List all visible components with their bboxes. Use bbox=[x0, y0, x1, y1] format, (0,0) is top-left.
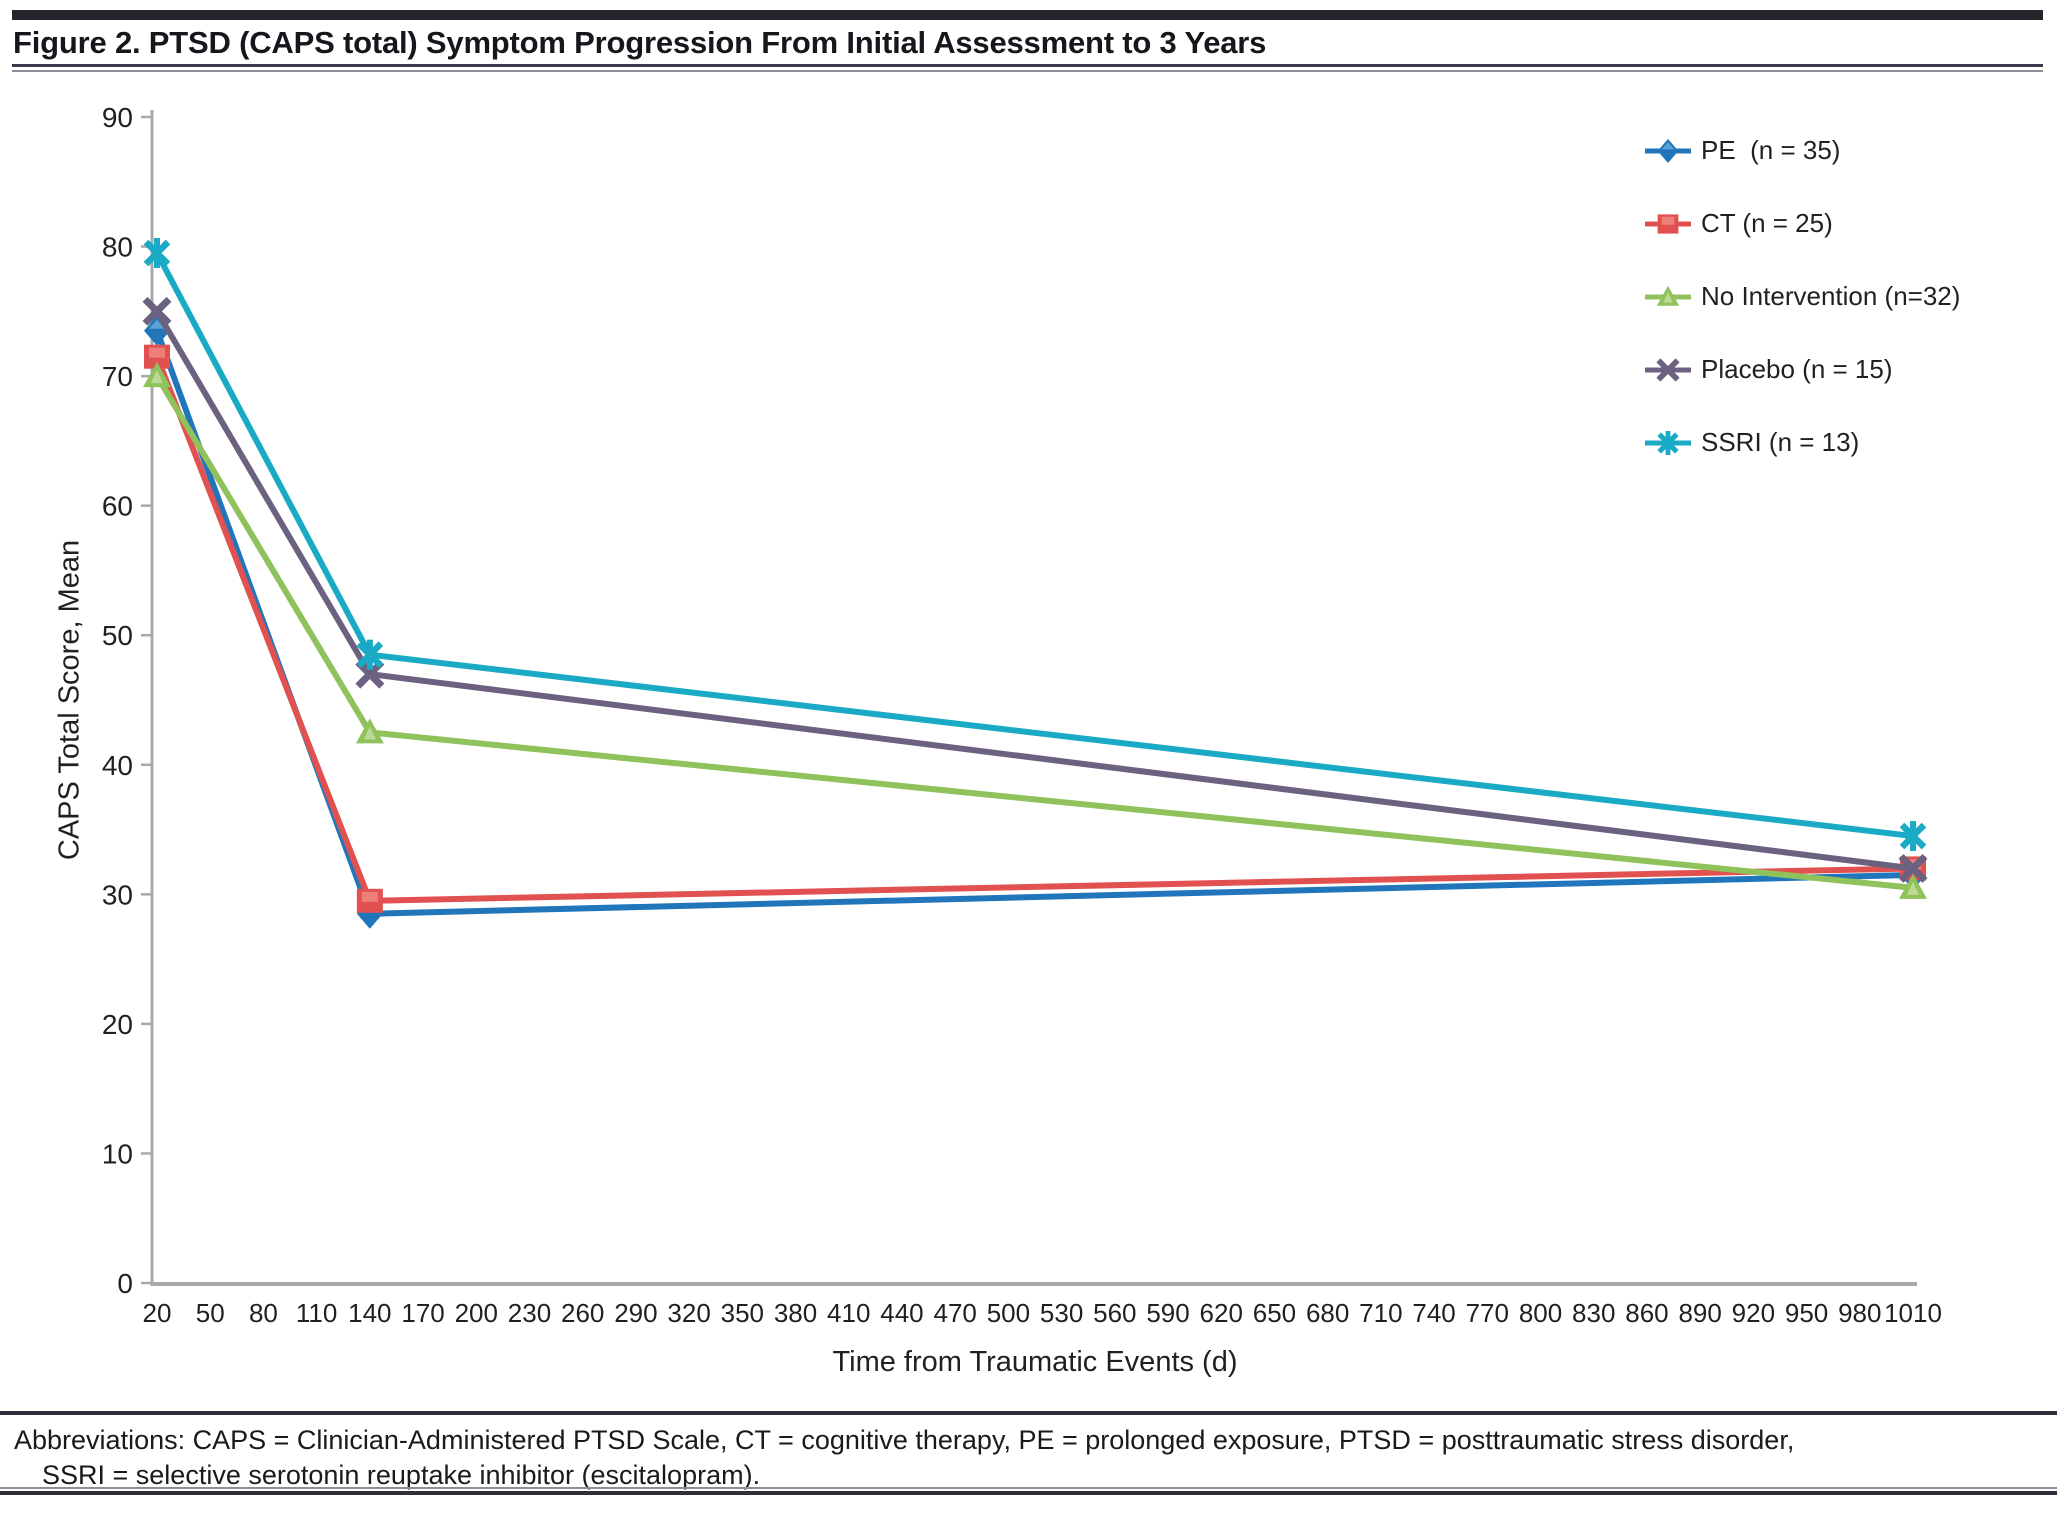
legend-glyph-ct bbox=[1657, 213, 1679, 234]
marker-placebo-20 bbox=[142, 296, 172, 326]
legend-item-no-intervention: No Intervention (n=32) bbox=[1645, 260, 1960, 333]
x-tick-label-470: 470 bbox=[933, 1298, 976, 1328]
chart-legend: PE (n = 35) CT (n = 25) No Intervention (n… bbox=[1645, 114, 1960, 479]
y-tick-label-90: 90 bbox=[102, 102, 133, 133]
y-axis-title: CAPS Total Score, Mean bbox=[53, 539, 86, 861]
marker-no-intervention-140 bbox=[355, 718, 384, 744]
x-tick-label-650: 650 bbox=[1253, 1298, 1296, 1328]
legend-label-no-intervention: No Intervention (n=32) bbox=[1701, 281, 1961, 311]
x-tick-label-140: 140 bbox=[348, 1298, 391, 1328]
marker-ct-140 bbox=[356, 888, 383, 913]
x-tick-label-530: 530 bbox=[1040, 1298, 1083, 1328]
legend-marker-placebo-icon bbox=[1645, 357, 1691, 382]
line-chart: 0 10 20 30 40 50 60 70 80 90 20 50 80 110 140 170 200 230… bbox=[102, 102, 1942, 1328]
legend-label-placebo: Placebo (n = 15) bbox=[1701, 354, 1893, 384]
x-tick-label-320: 320 bbox=[667, 1298, 710, 1328]
legend-item-ssri: SSRI (n = 13) bbox=[1645, 406, 1960, 479]
x-tick-label-170: 170 bbox=[401, 1298, 444, 1328]
marker-placebo-1010 bbox=[1898, 853, 1928, 883]
x-tick-label-860: 860 bbox=[1625, 1298, 1668, 1328]
x-tick-label-500: 500 bbox=[987, 1298, 1030, 1328]
legend-item-ct: CT (n = 25) bbox=[1645, 187, 1960, 260]
title-rule-thick bbox=[12, 64, 2043, 67]
marker-no-intervention-1010 bbox=[1899, 873, 1927, 899]
legend-item-placebo: Placebo (n = 15) bbox=[1645, 333, 1960, 406]
legend-marker-ct-icon bbox=[1645, 213, 1691, 234]
y-tick-label-20: 20 bbox=[102, 1009, 133, 1040]
legend-label-pe: PE (n = 35) bbox=[1701, 135, 1841, 165]
legend-glyph-ssri bbox=[1657, 430, 1679, 455]
x-tick-label-230: 230 bbox=[508, 1298, 551, 1328]
marker-ssri-20 bbox=[143, 238, 171, 269]
footnote-rule-top bbox=[0, 1411, 2057, 1415]
legend-glyph-no-intervention bbox=[1656, 285, 1680, 306]
legend-label-ssri: SSRI (n = 13) bbox=[1701, 427, 1860, 457]
x-tick-label-710: 710 bbox=[1359, 1298, 1402, 1328]
title-rule-thin bbox=[12, 70, 2043, 72]
y-tick-label-70: 70 bbox=[102, 361, 133, 392]
legend-marker-pe-icon bbox=[1645, 138, 1691, 163]
y-tick-label-50: 50 bbox=[102, 620, 133, 651]
legend-marker-no-intervention-icon bbox=[1645, 285, 1691, 306]
x-tick-label-50: 50 bbox=[196, 1298, 225, 1328]
footnote-line-2: SSRI = selective serotonin reuptake inhi… bbox=[42, 1460, 761, 1490]
legend-label-ct: CT (n = 25) bbox=[1701, 208, 1833, 238]
marker-ssri-1010 bbox=[1899, 821, 1927, 852]
x-tick-label-920: 920 bbox=[1732, 1298, 1775, 1328]
x-tick-label-770: 770 bbox=[1466, 1298, 1509, 1328]
top-rule bbox=[12, 10, 2043, 20]
legend-item-pe: PE (n = 35) bbox=[1645, 114, 1960, 187]
x-tick-label-440: 440 bbox=[880, 1298, 923, 1328]
x-tick-label-20: 20 bbox=[143, 1298, 172, 1328]
x-tick-label-590: 590 bbox=[1146, 1298, 1189, 1328]
x-tick-label-1010: 1010 bbox=[1884, 1298, 1942, 1328]
y-tick-label-0: 0 bbox=[117, 1268, 133, 1299]
x-tick-label-290: 290 bbox=[614, 1298, 657, 1328]
x-tick-label-410: 410 bbox=[827, 1298, 870, 1328]
x-tick-label-890: 890 bbox=[1678, 1298, 1721, 1328]
y-tick-label-40: 40 bbox=[102, 750, 133, 781]
x-tick-label-380: 380 bbox=[774, 1298, 817, 1328]
x-tick-label-80: 80 bbox=[249, 1298, 278, 1328]
x-tick-label-800: 800 bbox=[1519, 1298, 1562, 1328]
x-tick-label-680: 680 bbox=[1306, 1298, 1349, 1328]
x-tick-label-950: 950 bbox=[1785, 1298, 1828, 1328]
marker-ssri-140 bbox=[356, 639, 384, 670]
marker-no-intervention-20 bbox=[143, 362, 171, 388]
y-tick-label-60: 60 bbox=[102, 491, 133, 522]
x-tick-label-200: 200 bbox=[455, 1298, 498, 1328]
legend-marker-ssri-icon bbox=[1645, 430, 1691, 455]
x-tick-label-260: 260 bbox=[561, 1298, 604, 1328]
footnote-line-1: Abbreviations: CAPS = Clinician-Administ… bbox=[14, 1425, 1795, 1455]
y-tick-label-10: 10 bbox=[102, 1138, 133, 1169]
x-tick-label-740: 740 bbox=[1412, 1298, 1455, 1328]
legend-glyph-placebo bbox=[1656, 357, 1680, 382]
footnote-rule-bottom-thick bbox=[0, 1491, 2057, 1495]
x-tick-label-620: 620 bbox=[1200, 1298, 1243, 1328]
x-tick-label-350: 350 bbox=[721, 1298, 764, 1328]
footnote-rule-bottom-thin bbox=[0, 1487, 2057, 1489]
x-tick-label-980: 980 bbox=[1838, 1298, 1881, 1328]
x-axis-title: Time from Traumatic Events (d) bbox=[832, 1346, 1238, 1378]
legend-glyph-pe bbox=[1657, 138, 1679, 163]
x-tick-label-560: 560 bbox=[1093, 1298, 1136, 1328]
y-tick-label-30: 30 bbox=[102, 879, 133, 910]
x-tick-label-110: 110 bbox=[296, 1298, 337, 1328]
x-tick-label-830: 830 bbox=[1572, 1298, 1615, 1328]
y-tick-label-80: 80 bbox=[102, 232, 133, 263]
figure-title: Figure 2. PTSD (CAPS total) Symptom Prog… bbox=[13, 25, 1267, 60]
